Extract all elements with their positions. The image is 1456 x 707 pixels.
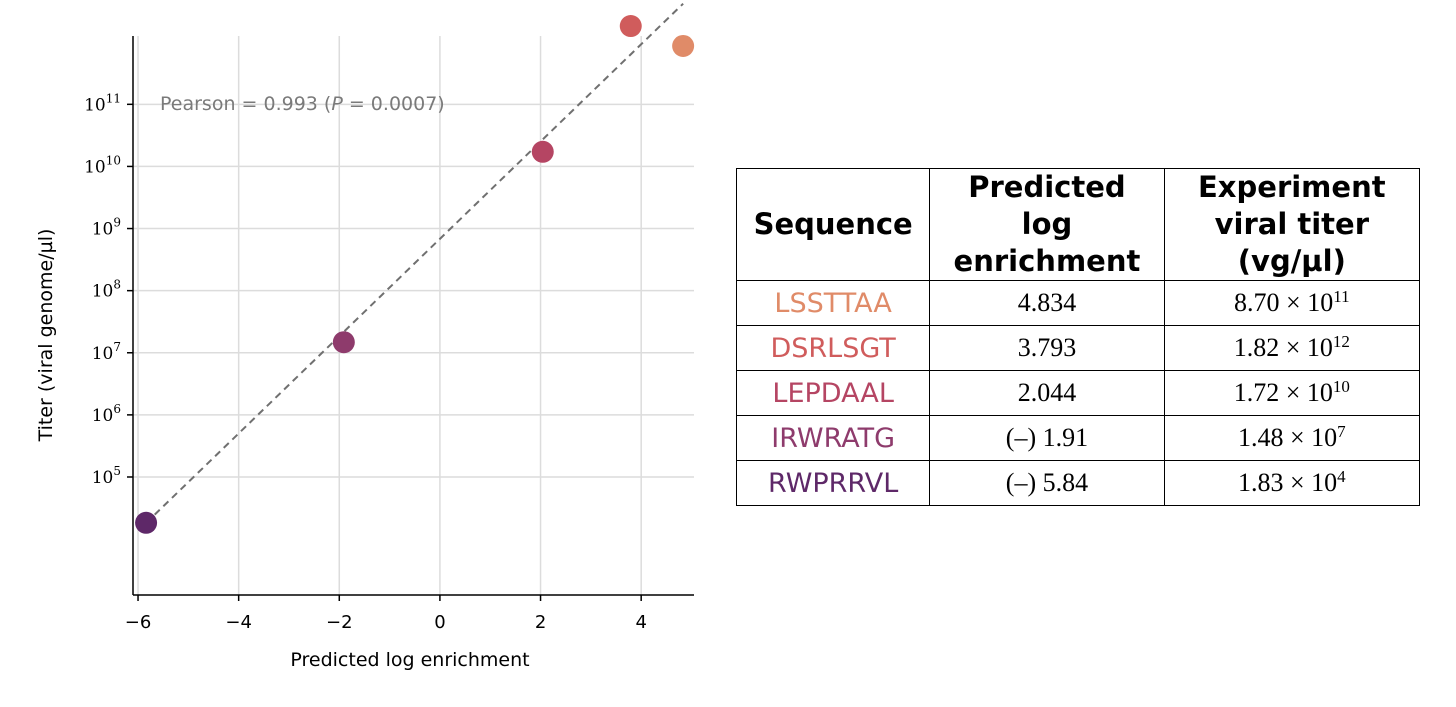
data-point [531, 140, 554, 163]
titer-cell: 1.72 × 1010 [1163, 370, 1421, 416]
x-tick-labels: −6 −4 −2 0 2 4 [125, 612, 647, 633]
titer-exponent: 7 [1337, 422, 1346, 441]
titer-cell: 1.48 × 107 [1163, 415, 1421, 461]
header-line: Sequence [753, 207, 913, 241]
axes [127, 36, 694, 601]
y-tick-label: 1011 [84, 91, 121, 115]
y-tick-labels: 105 106 107 108 109 1010 1011 [84, 91, 121, 488]
table-header-row: Sequence Predicted log enrichment Experi… [735, 168, 1421, 281]
header-line: log [1021, 207, 1073, 241]
pearson-annotation: Pearson = 0.993 (P = 0.0007) [160, 93, 445, 115]
titer-cell: 1.83 × 104 [1163, 460, 1421, 506]
x-tick-label: −2 [326, 612, 353, 633]
header-predicted: Predicted log enrichment [929, 168, 1165, 281]
sequence-cell: LSSTTAA [735, 280, 931, 326]
results-table: Sequence Predicted log enrichment Experi… [735, 168, 1421, 506]
titer-mantissa: 1.72 × 10 [1233, 378, 1333, 407]
x-tick-label: −4 [225, 612, 252, 633]
header-line: enrichment [953, 244, 1141, 278]
titer-mantissa: 1.83 × 10 [1237, 468, 1338, 497]
x-tick-label: 2 [535, 612, 546, 633]
scatter-chart: 105 106 107 108 109 1010 1011 −6 −4 −2 0 2 4 Pearso… [35, 2, 695, 671]
titer-exponent: 11 [1333, 287, 1350, 306]
grid-lines [133, 36, 694, 595]
header-sequence: Sequence [735, 168, 931, 281]
predicted-cell: 2.044 [929, 370, 1165, 416]
fit-line [145, 2, 684, 524]
header-line: (vg/µl) [1237, 244, 1346, 278]
data-point [672, 34, 695, 57]
table-row: RWPRRVL (–) 5.84 1.83 × 104 [735, 460, 1421, 506]
y-tick-label: 1010 [84, 153, 121, 177]
header-line: Predicted [968, 170, 1126, 204]
sequence-cell: DSRLSGT [735, 325, 931, 371]
x-tick-label: 0 [434, 612, 445, 633]
titer-mantissa: 1.82 × 10 [1233, 333, 1333, 362]
predicted-cell: (–) 5.84 [929, 460, 1165, 506]
y-tick-label: 107 [92, 340, 121, 364]
y-tick-label: 109 [92, 216, 121, 240]
y-axis-label: Titer (viral genome/µl) [35, 229, 57, 443]
predicted-cell: 4.834 [929, 280, 1165, 326]
data-point [619, 15, 642, 38]
data-points [135, 15, 695, 534]
titer-exponent: 10 [1332, 377, 1350, 396]
titer-cell: 1.82 × 1012 [1163, 325, 1421, 371]
predicted-cell: 3.793 [929, 325, 1165, 371]
y-tick-label: 106 [92, 402, 121, 426]
sequence-cell: LEPDAAL [735, 370, 931, 416]
x-tick-label: −6 [125, 612, 152, 633]
sequence-cell: IRWRATG [735, 415, 931, 461]
header-line: Experiment [1198, 170, 1386, 204]
y-tick-label: 105 [92, 464, 121, 488]
data-point [135, 511, 158, 534]
table-row: LSSTTAA 4.834 8.70 × 1011 [735, 280, 1421, 326]
x-tick-label: 4 [635, 612, 646, 633]
titer-cell: 8.70 × 1011 [1163, 280, 1421, 326]
titer-mantissa: 1.48 × 10 [1237, 423, 1338, 452]
table-row: DSRLSGT 3.793 1.82 × 1012 [735, 325, 1421, 371]
titer-mantissa: 8.70 × 10 [1234, 288, 1334, 317]
table-row: LEPDAAL 2.044 1.72 × 1010 [735, 370, 1421, 416]
sequence-cell: RWPRRVL [735, 460, 931, 506]
titer-exponent: 4 [1337, 467, 1346, 486]
data-point [332, 331, 355, 354]
x-axis-label: Predicted log enrichment [290, 649, 529, 671]
header-line: viral titer [1214, 207, 1369, 241]
predicted-cell: (–) 1.91 [929, 415, 1165, 461]
titer-exponent: 12 [1332, 332, 1350, 351]
header-titer: Experiment viral titer (vg/µl) [1163, 168, 1421, 281]
table-row: IRWRATG (–) 1.91 1.48 × 107 [735, 415, 1421, 461]
y-tick-label: 108 [92, 278, 121, 302]
